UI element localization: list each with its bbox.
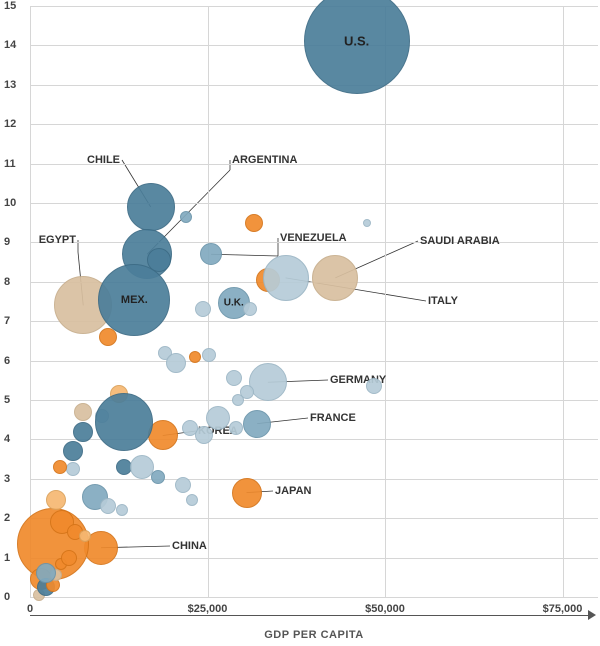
gridline-horizontal [30, 124, 598, 125]
y-tick-label: 0 [4, 591, 10, 603]
bubble [166, 353, 186, 373]
y-tick-label: 5 [4, 394, 10, 406]
y-tick-label: 12 [4, 118, 16, 130]
bubble-label: CHILE [87, 154, 120, 166]
x-axis-title: GDP PER CAPITA [264, 629, 364, 641]
gridline-horizontal [30, 6, 598, 7]
bubble [206, 406, 230, 430]
bubble [147, 248, 171, 272]
bubble-label: ARGENTINA [232, 154, 297, 166]
bubble [186, 494, 198, 506]
gridline-horizontal [30, 203, 598, 204]
bubble [189, 351, 201, 363]
bubble-label: MEX. [121, 294, 148, 306]
gridline-vertical [563, 6, 564, 597]
y-tick-label: 4 [4, 433, 10, 445]
gdp-bubble-chart: 01234567891011121314150$25,000$50,000$75… [0, 0, 600, 646]
bubble [245, 214, 263, 232]
y-tick-label: 3 [4, 473, 10, 485]
y-tick-label: 6 [4, 355, 10, 367]
bubble [36, 563, 56, 583]
bubble [366, 378, 382, 394]
bubble [232, 478, 262, 508]
gridline-horizontal [30, 361, 598, 362]
bubble [66, 462, 80, 476]
gridline-horizontal [30, 518, 598, 519]
y-tick-label: 7 [4, 315, 10, 327]
bubble [151, 470, 165, 484]
x-axis-line [30, 615, 590, 616]
y-tick-label: 10 [4, 197, 16, 209]
bubble-label: U.S. [344, 34, 369, 49]
bubble-label: SAUDI ARABIA [420, 235, 500, 247]
bubble [249, 363, 287, 401]
bubble [195, 301, 211, 317]
bubble [79, 530, 91, 542]
bubble [240, 385, 254, 399]
x-tick-label: $75,000 [543, 603, 583, 615]
bubble [63, 441, 83, 461]
y-tick-label: 11 [4, 158, 16, 170]
x-tick-label: 0 [27, 603, 33, 615]
bubble [46, 490, 66, 510]
bubble [175, 477, 191, 493]
bubble [74, 403, 92, 421]
gridline-vertical [208, 6, 209, 597]
x-tick-label: $50,000 [365, 603, 405, 615]
bubble-label: ITALY [428, 295, 458, 307]
bubble [180, 211, 192, 223]
bubble-label: VENEZUELA [280, 232, 347, 244]
y-tick-label: 1 [4, 552, 10, 564]
bubble [127, 183, 175, 231]
bubble [312, 255, 358, 301]
x-axis-arrow-icon [588, 610, 596, 620]
y-tick-label: 9 [4, 236, 10, 248]
bubble-label: FRANCE [310, 412, 356, 424]
gridline-vertical [30, 6, 31, 597]
gridline-vertical [385, 6, 386, 597]
bubble [243, 302, 257, 316]
bubble [195, 426, 213, 444]
y-tick-label: 13 [4, 79, 16, 91]
bubble [202, 348, 216, 362]
gridline-horizontal [30, 597, 598, 598]
y-tick-label: 15 [4, 0, 16, 12]
gridline-horizontal [30, 479, 598, 480]
x-tick-label: $25,000 [188, 603, 228, 615]
bubble [95, 393, 153, 451]
bubble-label: U.K. [224, 298, 244, 309]
bubble [73, 422, 93, 442]
bubble-label: JAPAN [275, 485, 311, 497]
bubble [116, 504, 128, 516]
bubble [182, 420, 198, 436]
bubble [263, 255, 309, 301]
gridline-horizontal [30, 85, 598, 86]
bubble [226, 370, 242, 386]
bubble-label: EGYPT [39, 234, 76, 246]
y-tick-label: 14 [4, 39, 16, 51]
bubble [61, 550, 77, 566]
bubble [200, 243, 222, 265]
y-tick-label: 8 [4, 276, 10, 288]
bubble-label: CHINA [172, 540, 207, 552]
bubble [99, 328, 117, 346]
bubble [53, 460, 67, 474]
gridline-horizontal [30, 558, 598, 559]
y-tick-label: 2 [4, 512, 10, 524]
bubble [243, 410, 271, 438]
bubble [229, 421, 243, 435]
bubble [100, 498, 116, 514]
bubble [363, 219, 371, 227]
